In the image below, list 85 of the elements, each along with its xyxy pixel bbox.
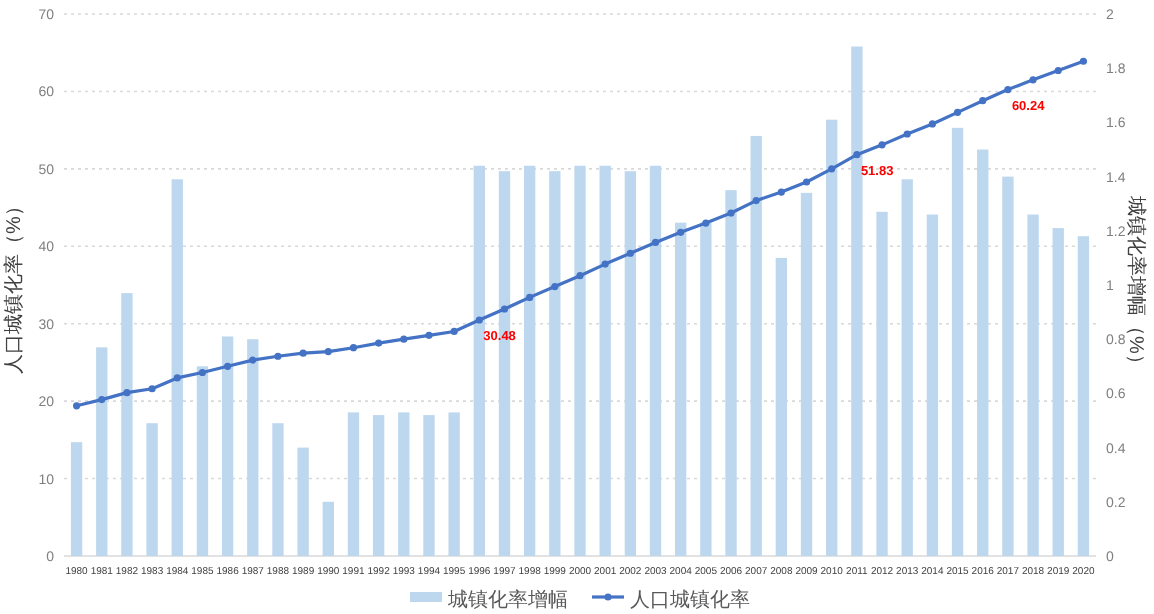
point bbox=[324, 347, 332, 356]
bar bbox=[221, 336, 234, 556]
point bbox=[677, 228, 685, 236]
bar bbox=[951, 127, 964, 556]
bar bbox=[549, 171, 561, 556]
point bbox=[500, 305, 509, 313]
point bbox=[576, 272, 584, 280]
point bbox=[928, 120, 936, 128]
point bbox=[72, 402, 81, 410]
y-axis-title: 人口城镇化率（%） bbox=[2, 196, 26, 374]
point bbox=[903, 130, 911, 138]
point bbox=[828, 165, 836, 173]
bar bbox=[347, 412, 360, 556]
point bbox=[526, 293, 534, 301]
bar bbox=[524, 165, 536, 556]
legend-label: 人口城镇化率 bbox=[630, 588, 750, 612]
point bbox=[173, 374, 181, 382]
bar bbox=[297, 447, 309, 556]
bar bbox=[171, 179, 183, 556]
point bbox=[1079, 57, 1088, 65]
bar bbox=[876, 211, 888, 556]
bar bbox=[851, 46, 863, 556]
point bbox=[98, 395, 106, 404]
point bbox=[953, 108, 962, 116]
point bbox=[224, 362, 232, 370]
point bbox=[148, 385, 156, 393]
bar bbox=[1027, 214, 1039, 556]
bar bbox=[700, 222, 712, 556]
point bbox=[979, 97, 987, 105]
bar bbox=[800, 192, 813, 556]
point bbox=[802, 178, 811, 186]
point bbox=[475, 316, 483, 324]
bar bbox=[70, 442, 83, 556]
point bbox=[375, 339, 383, 347]
bar bbox=[826, 119, 838, 556]
point bbox=[702, 219, 710, 227]
point bbox=[123, 389, 131, 397]
bar bbox=[599, 165, 611, 556]
bar bbox=[322, 501, 334, 556]
bar bbox=[196, 366, 209, 556]
point bbox=[274, 352, 282, 360]
point bbox=[450, 327, 458, 336]
bar bbox=[398, 412, 410, 556]
bar bbox=[448, 412, 460, 556]
bar bbox=[423, 415, 435, 556]
point bbox=[1029, 76, 1037, 84]
point bbox=[727, 209, 735, 217]
point bbox=[651, 238, 660, 247]
bar bbox=[473, 165, 485, 556]
point bbox=[878, 141, 886, 149]
bar bbox=[121, 293, 133, 556]
bar bbox=[1052, 228, 1064, 556]
point bbox=[777, 188, 785, 196]
bar bbox=[675, 222, 687, 556]
point bbox=[1054, 66, 1062, 75]
bar bbox=[1002, 176, 1014, 556]
point bbox=[1004, 85, 1012, 94]
point bbox=[601, 260, 609, 268]
bar bbox=[96, 347, 108, 556]
point bbox=[853, 151, 861, 159]
bar bbox=[901, 179, 913, 556]
point bbox=[626, 249, 634, 257]
bar bbox=[977, 149, 989, 556]
bar bbox=[649, 165, 662, 556]
point bbox=[349, 344, 358, 352]
point bbox=[249, 356, 257, 364]
legend-label: 城镇化率增幅 bbox=[446, 588, 568, 612]
bar bbox=[624, 171, 636, 556]
bar bbox=[272, 423, 284, 556]
point bbox=[198, 368, 207, 377]
y2-axis-title: 城镇化率增幅（%） bbox=[1124, 194, 1148, 374]
point bbox=[551, 282, 559, 291]
point bbox=[299, 349, 307, 357]
bar bbox=[725, 190, 737, 556]
bar bbox=[750, 135, 762, 556]
bar bbox=[775, 257, 788, 556]
point bbox=[752, 197, 760, 205]
point bbox=[400, 335, 408, 343]
bar bbox=[247, 339, 259, 556]
bar bbox=[1077, 236, 1090, 556]
point bbox=[425, 331, 433, 339]
bar bbox=[926, 214, 939, 556]
bar bbox=[372, 415, 385, 556]
bar bbox=[574, 165, 586, 556]
bar bbox=[146, 423, 158, 556]
